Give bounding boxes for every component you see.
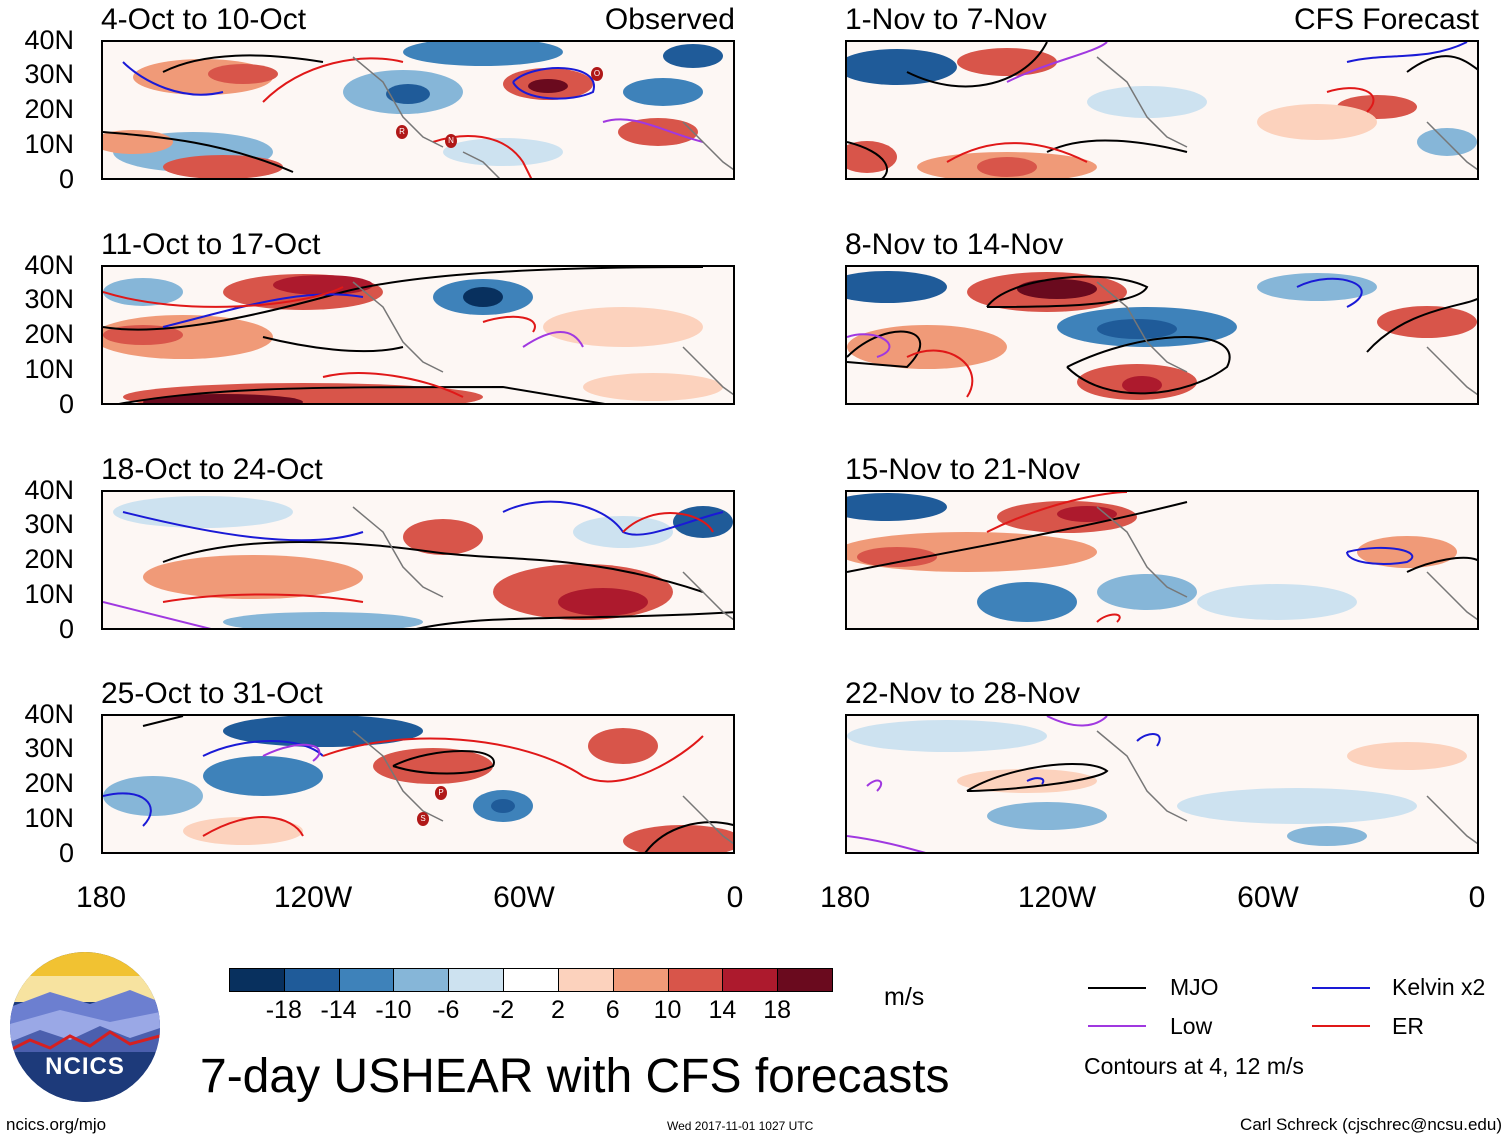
logo-text: NCICS (45, 1053, 125, 1080)
colorbar-cell (667, 968, 724, 992)
colorbar-label: 10 (653, 996, 682, 1024)
colorbar-label: -14 (320, 996, 357, 1024)
y-tick: 0 (58, 614, 74, 644)
x-tick: 180 (819, 881, 871, 914)
y-tick: 30N (24, 509, 74, 539)
colorbar-label: -2 (491, 996, 515, 1024)
y-tick: 20N (24, 319, 74, 349)
colorbar-label: 14 (708, 996, 737, 1024)
shear-map (101, 490, 735, 630)
colorbar (229, 968, 833, 992)
colorbar-label: -18 (265, 996, 302, 1024)
panel-title: 4-Oct to 10-Oct (101, 3, 307, 36)
panel-title: 25-Oct to 31-Oct (101, 677, 323, 710)
colorbar-label: -10 (375, 996, 412, 1024)
panel-title: 1-Nov to 7-Nov (845, 3, 1047, 36)
legend-line-low (1088, 1025, 1146, 1027)
panel-title: 8-Nov to 14-Nov (845, 228, 1064, 261)
colorbar-cell (283, 968, 340, 992)
y-tick: 30N (24, 733, 74, 763)
footer-timestamp: Wed 2017-11-01 1027 UTC (667, 1119, 814, 1133)
x-tick: 0 (726, 881, 744, 914)
x-tick: 180 (75, 881, 127, 914)
legend-label-kelvin: Kelvin x2 (1392, 974, 1486, 1000)
y-tick: 10N (24, 579, 74, 609)
legend-line-mjo (1088, 987, 1146, 989)
y-tick: 20N (24, 544, 74, 574)
y-tick: 40N (24, 25, 74, 55)
y-tick: 0 (58, 389, 74, 419)
panel-title: 11-Oct to 17-Oct (101, 228, 321, 261)
colorbar-cell (229, 968, 285, 992)
y-tick: 20N (24, 768, 74, 798)
legend-note: Contours at 4, 12 m/s (1084, 1053, 1304, 1079)
y-tick: 10N (24, 129, 74, 159)
y-tick: 30N (24, 59, 74, 89)
colorbar-cell (448, 968, 505, 992)
x-tick: 60W (1237, 881, 1299, 914)
observed-label: Observed (604, 3, 735, 36)
y-tick: 10N (24, 354, 74, 384)
colorbar-unit: m/s (884, 983, 925, 1011)
page-title: 7-day USHEAR with CFS forecasts (200, 1050, 950, 1103)
colorbar-label: -6 (437, 996, 460, 1024)
storm-marker-icon: P (435, 786, 447, 800)
panel-title: 22-Nov to 28-Nov (845, 677, 1081, 710)
storm-marker-icon: N (445, 134, 457, 148)
legend-label-er: ER (1392, 1013, 1424, 1039)
legend-line-kelvin (1312, 987, 1370, 989)
legend-label-low: Low (1170, 1013, 1213, 1039)
footer-credit: Carl Schreck (cjschrec@ncsu.edu) (1240, 1115, 1502, 1134)
shear-map (845, 490, 1479, 630)
y-tick: 30N (24, 284, 74, 314)
shear-map (845, 714, 1479, 854)
forecast-label: CFS Forecast (1293, 3, 1479, 36)
shear-map: P S (101, 714, 735, 854)
shear-map: R N O (101, 40, 735, 180)
panel-title: 18-Oct to 24-Oct (101, 453, 323, 486)
colorbar-cell (393, 968, 450, 992)
shear-map (101, 265, 735, 405)
y-tick: 10N (24, 803, 74, 833)
colorbar-label: 18 (763, 996, 792, 1024)
colorbar-cell (612, 968, 669, 992)
ncics-logo: NCICS (10, 952, 160, 1102)
storm-marker-icon: O (591, 67, 603, 81)
shear-map (845, 40, 1479, 180)
x-tick: 0 (1468, 881, 1486, 914)
y-tick: 40N (24, 250, 74, 280)
legend-label-mjo: MJO (1170, 974, 1219, 1000)
y-tick: 0 (58, 838, 74, 868)
colorbar-label: 2 (550, 996, 565, 1024)
x-tick: 120W (1017, 881, 1097, 914)
colorbar-cell (557, 968, 614, 992)
y-tick: 0 (58, 164, 74, 194)
colorbar-label: 6 (605, 996, 620, 1024)
y-tick: 20N (24, 94, 74, 124)
colorbar-cell (722, 968, 779, 992)
y-tick: 40N (24, 699, 74, 729)
y-tick: 40N (24, 475, 74, 505)
shear-map (845, 265, 1479, 405)
storm-marker-icon: R (396, 125, 408, 139)
colorbar-cell (503, 968, 559, 992)
storm-marker-icon: S (417, 812, 429, 826)
footer-link[interactable]: ncics.org/mjo (6, 1115, 107, 1134)
panel-title: 15-Nov to 21-Nov (845, 453, 1081, 486)
legend-line-er (1312, 1025, 1370, 1027)
x-tick: 120W (273, 881, 353, 914)
colorbar-cell (777, 968, 833, 992)
x-tick: 60W (493, 881, 555, 914)
colorbar-cell (338, 968, 395, 992)
